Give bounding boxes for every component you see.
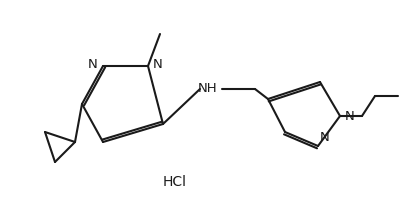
Text: NH: NH [198,82,217,94]
Text: N: N [153,59,162,71]
Text: N: N [319,131,329,144]
Text: N: N [344,110,354,122]
Text: HCl: HCl [163,175,187,189]
Text: N: N [88,59,98,71]
